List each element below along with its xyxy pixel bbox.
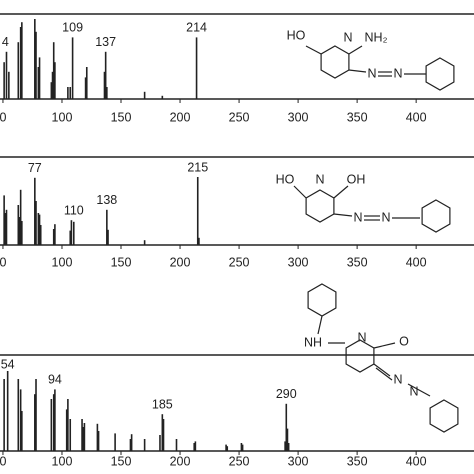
peak-label: 185	[152, 397, 173, 411]
x-tick-label: 350	[347, 110, 368, 124]
atom-label: HO	[287, 28, 306, 42]
x-tick-label: 300	[288, 255, 309, 269]
x-tick-label: 250	[229, 255, 250, 269]
x-tick-label: 100	[52, 255, 73, 269]
atom-label: N	[381, 210, 390, 224]
x-tick-label: 400	[406, 255, 427, 269]
atom-label: N	[393, 372, 402, 386]
atom-label: N	[409, 384, 418, 398]
atom-label: N	[315, 172, 324, 186]
structure-3: NH N O N N	[304, 283, 459, 433]
peak-label: 110	[64, 203, 84, 217]
x-tick-label: 350	[347, 454, 368, 468]
x-tick-label: 150	[111, 110, 132, 124]
x-tick-label: 150	[111, 454, 132, 468]
atom-label: O	[399, 334, 409, 348]
x-tick-label: 200	[170, 454, 191, 468]
peak-label: 214	[186, 21, 207, 35]
x-tick-label: 250	[229, 110, 250, 124]
x-tick-label: 100	[52, 454, 73, 468]
atom-label: N	[353, 210, 362, 224]
peak-label: 138	[96, 193, 117, 207]
peak-label: 290	[276, 387, 297, 401]
atom-label: NH₂	[365, 30, 388, 44]
atom-label: N	[343, 30, 352, 44]
x-tick-label: 300	[288, 110, 309, 124]
x-tick-label: 200	[170, 110, 191, 124]
structure-1: HO N NH₂ N N	[287, 28, 455, 91]
x-tick-label: 350	[347, 255, 368, 269]
peak-label: 137	[95, 35, 116, 49]
atom-label: N	[357, 330, 366, 344]
x-tick-label: 0	[0, 110, 6, 124]
atom-label: NH	[304, 335, 322, 349]
peak-label: 77	[28, 161, 42, 175]
atom-label: HO	[276, 172, 295, 186]
x-tick-label: 300	[288, 454, 309, 468]
atom-label: N	[367, 66, 376, 80]
x-tick-label: 400	[406, 454, 427, 468]
peak-label: 54	[1, 357, 15, 371]
atom-label: OH	[347, 172, 366, 186]
x-tick-label: 150	[111, 255, 132, 269]
x-tick-label: 250	[229, 454, 250, 468]
peak-label: 94	[48, 373, 62, 387]
x-tick-label: 200	[170, 255, 191, 269]
x-tick-label: 400	[406, 110, 427, 124]
structure-2: HO N OH N N	[276, 172, 451, 233]
x-tick-label: 0	[0, 454, 6, 468]
x-tick-label: 0	[0, 255, 6, 269]
x-tick-label: 100	[52, 110, 73, 124]
peak-label: 215	[187, 160, 208, 174]
atom-label: N	[393, 66, 402, 80]
peak-label: 4	[2, 35, 9, 49]
peak-label: 109	[62, 21, 83, 35]
